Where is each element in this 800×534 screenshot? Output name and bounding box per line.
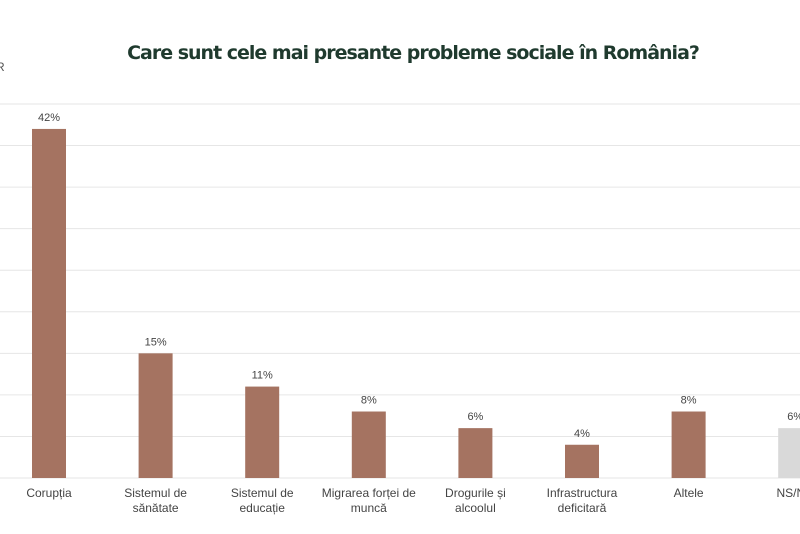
data-label: 4% xyxy=(574,428,590,440)
category-label: sănătate xyxy=(133,501,179,515)
data-label: 11% xyxy=(252,370,273,382)
category-label: Sistemul de xyxy=(231,486,294,500)
bar xyxy=(458,428,493,478)
category-label: educație xyxy=(240,501,286,515)
data-label: 8% xyxy=(361,395,377,407)
data-label: 6% xyxy=(467,411,483,423)
bar xyxy=(778,428,800,478)
category-label: Corupția xyxy=(26,486,72,500)
category-label: NS/NR xyxy=(777,486,800,500)
data-label: 15% xyxy=(145,336,167,348)
category-label: Migrarea forței de xyxy=(322,486,416,500)
axis-label-fragment: R xyxy=(0,60,5,74)
bar xyxy=(565,444,599,478)
bar xyxy=(245,386,280,478)
category-label: Sistemul de xyxy=(124,486,187,500)
category-label: Infrastructura xyxy=(547,486,618,500)
category-label: deficitară xyxy=(558,501,607,515)
category-label: Drogurile și xyxy=(445,486,506,500)
category-label: muncă xyxy=(351,501,387,515)
bar xyxy=(138,353,173,478)
bar xyxy=(32,128,66,478)
bar xyxy=(351,411,386,478)
chart-title: Care sunt cele mai presante probleme soc… xyxy=(127,42,700,64)
data-label: 6% xyxy=(787,411,800,423)
category-label: Altele xyxy=(674,486,704,500)
data-label: 42% xyxy=(38,112,60,124)
bar xyxy=(671,411,706,478)
data-label: 8% xyxy=(681,395,697,407)
category-label: alcoolul xyxy=(455,501,496,515)
